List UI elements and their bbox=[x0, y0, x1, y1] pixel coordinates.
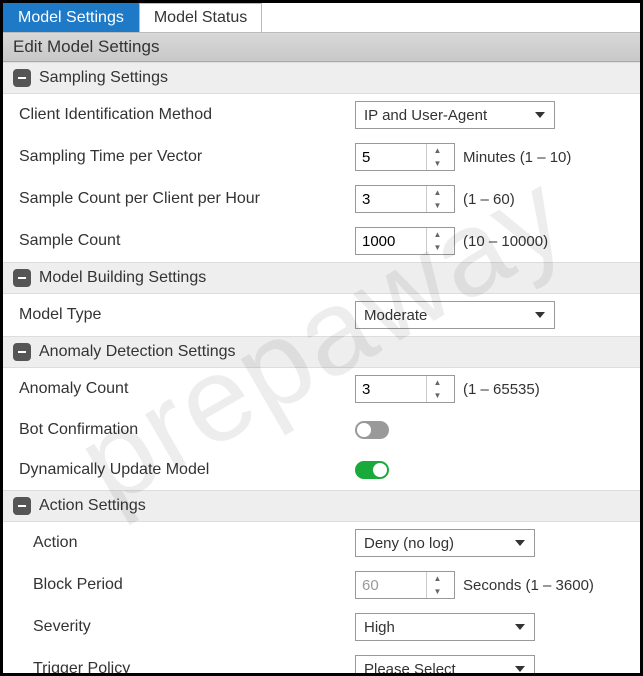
client-id-method-label: Client Identification Method bbox=[15, 106, 355, 124]
sample-count-client-hint: (1 – 60) bbox=[463, 191, 515, 208]
sample-count-client-spinner[interactable]: ▲▼ bbox=[355, 185, 455, 213]
sample-count-label: Sample Count bbox=[15, 232, 355, 250]
dyn-update-toggle[interactable] bbox=[355, 461, 389, 479]
anomaly-count-hint: (1 – 65535) bbox=[463, 381, 540, 398]
sampling-time-spinner[interactable]: ▲▼ bbox=[355, 143, 455, 171]
trigger-policy-label: Trigger Policy bbox=[15, 660, 355, 676]
severity-select[interactable]: High bbox=[355, 613, 535, 641]
client-id-method-value: IP and User-Agent bbox=[364, 107, 487, 124]
page-title: Edit Model Settings bbox=[3, 33, 640, 62]
client-id-method-select[interactable]: IP and User-Agent bbox=[355, 101, 555, 129]
section-action-title: Action Settings bbox=[39, 497, 146, 515]
chevron-down-icon bbox=[534, 111, 546, 119]
severity-label: Severity bbox=[15, 618, 355, 636]
spinner-buttons[interactable]: ▲▼ bbox=[426, 144, 448, 170]
spinner-buttons[interactable]: ▲▼ bbox=[426, 376, 448, 402]
trigger-policy-value: Please Select bbox=[364, 661, 456, 676]
tabs: Model Settings Model Status bbox=[3, 3, 640, 33]
collapse-icon bbox=[13, 269, 31, 287]
sample-count-input[interactable] bbox=[356, 228, 426, 254]
model-type-value: Moderate bbox=[364, 307, 427, 324]
chevron-down-icon bbox=[514, 539, 526, 547]
section-action[interactable]: Action Settings bbox=[3, 490, 640, 522]
sample-count-client-label: Sample Count per Client per Hour bbox=[15, 190, 355, 208]
anomaly-count-spinner[interactable]: ▲▼ bbox=[355, 375, 455, 403]
action-select[interactable]: Deny (no log) bbox=[355, 529, 535, 557]
block-period-input[interactable] bbox=[356, 572, 426, 598]
section-anomaly[interactable]: Anomaly Detection Settings bbox=[3, 336, 640, 368]
trigger-policy-select[interactable]: Please Select bbox=[355, 655, 535, 676]
section-model-building-title: Model Building Settings bbox=[39, 269, 206, 287]
block-period-label: Block Period bbox=[15, 576, 355, 594]
dyn-update-label: Dynamically Update Model bbox=[15, 461, 355, 479]
bot-confirmation-toggle[interactable] bbox=[355, 421, 389, 439]
bot-confirmation-label: Bot Confirmation bbox=[15, 421, 355, 439]
anomaly-count-input[interactable] bbox=[356, 376, 426, 402]
sample-count-client-input[interactable] bbox=[356, 186, 426, 212]
tab-model-settings[interactable]: Model Settings bbox=[3, 3, 139, 32]
block-period-hint: Seconds (1 – 3600) bbox=[463, 577, 594, 594]
chevron-down-icon bbox=[514, 665, 526, 673]
severity-value: High bbox=[364, 619, 395, 636]
chevron-down-icon bbox=[514, 623, 526, 631]
anomaly-count-label: Anomaly Count bbox=[15, 380, 355, 398]
chevron-down-icon bbox=[534, 311, 546, 319]
section-anomaly-title: Anomaly Detection Settings bbox=[39, 343, 236, 361]
action-label: Action bbox=[15, 534, 355, 552]
collapse-icon bbox=[13, 497, 31, 515]
tab-model-status[interactable]: Model Status bbox=[139, 3, 262, 32]
model-type-select[interactable]: Moderate bbox=[355, 301, 555, 329]
model-type-label: Model Type bbox=[15, 306, 355, 324]
section-sampling[interactable]: Sampling Settings bbox=[3, 62, 640, 94]
collapse-icon bbox=[13, 69, 31, 87]
block-period-spinner[interactable]: ▲▼ bbox=[355, 571, 455, 599]
section-sampling-title: Sampling Settings bbox=[39, 69, 168, 87]
section-model-building[interactable]: Model Building Settings bbox=[3, 262, 640, 294]
sample-count-hint: (10 – 10000) bbox=[463, 233, 548, 250]
collapse-icon bbox=[13, 343, 31, 361]
spinner-buttons[interactable]: ▲▼ bbox=[426, 572, 448, 598]
action-value: Deny (no log) bbox=[364, 535, 454, 552]
spinner-buttons[interactable]: ▲▼ bbox=[426, 186, 448, 212]
sample-count-spinner[interactable]: ▲▼ bbox=[355, 227, 455, 255]
spinner-buttons[interactable]: ▲▼ bbox=[426, 228, 448, 254]
sampling-time-hint: Minutes (1 – 10) bbox=[463, 149, 571, 166]
sampling-time-input[interactable] bbox=[356, 144, 426, 170]
sampling-time-label: Sampling Time per Vector bbox=[15, 148, 355, 166]
